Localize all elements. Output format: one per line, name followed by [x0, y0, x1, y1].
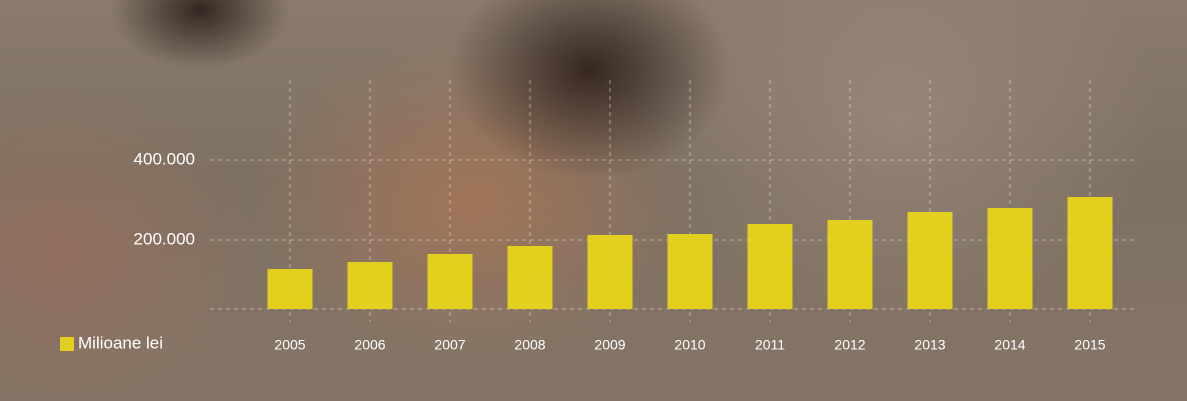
x-tick-label: 2007: [434, 337, 465, 353]
bar: [428, 254, 473, 309]
x-tick-label: 2011: [755, 337, 785, 353]
bar: [668, 234, 713, 309]
bar: [348, 262, 393, 309]
y-tick-label: 400.000: [134, 149, 195, 168]
legend-swatch: [60, 337, 74, 351]
bar: [828, 220, 873, 309]
y-tick-label: 200.000: [134, 229, 195, 248]
x-tick-label: 2015: [1074, 337, 1105, 353]
x-tick-label: 2010: [674, 337, 705, 353]
bar: [748, 224, 793, 309]
x-tick-label: 2009: [594, 337, 625, 353]
legend-label: Milioane lei: [78, 333, 163, 352]
chart: 200.000 400.000 2005 2006 2007 2008 2009 2010 20…: [0, 0, 1187, 401]
bar: [908, 212, 953, 309]
bar: [508, 246, 553, 309]
x-tick-label: 2012: [834, 337, 865, 353]
bar: [268, 269, 313, 309]
x-tick-label: 2014: [994, 337, 1025, 353]
bar: [988, 208, 1033, 309]
bar: [588, 235, 633, 309]
x-tick-label: 2008: [514, 337, 545, 353]
x-tick-label: 2006: [354, 337, 385, 353]
bar: [1068, 197, 1113, 309]
x-tick-label: 2005: [274, 337, 305, 353]
x-tick-label: 2013: [914, 337, 945, 353]
